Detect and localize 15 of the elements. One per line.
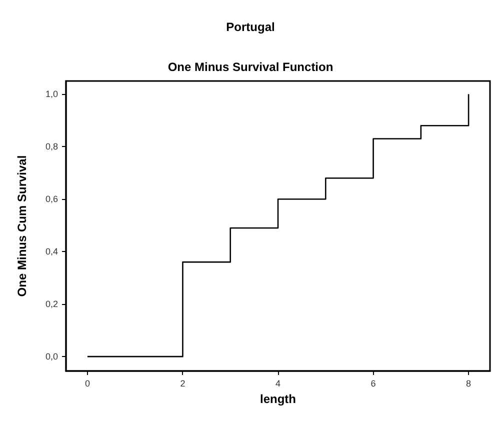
y-tick-label: 0,2	[45, 299, 58, 310]
y-tick-label: 1,0	[45, 89, 58, 100]
x-tick-label: 6	[370, 378, 376, 388]
chart-subtitle: One Minus Survival Function	[168, 60, 334, 74]
y-tick-label: 0,0	[45, 352, 58, 362]
y-tick-label: 0,4	[45, 246, 58, 257]
y-axis-title: One Minus Cum Survival	[15, 155, 29, 297]
x-tick-label: 8	[466, 378, 472, 388]
chart-title: Portugal	[226, 20, 275, 34]
x-tick-label: 0	[84, 378, 90, 388]
y-tick-label: 0,8	[45, 142, 58, 152]
x-axis-title: length	[260, 392, 296, 406]
x-tick-label: 2	[180, 378, 186, 388]
y-tick-label: 0,6	[45, 194, 58, 204]
x-tick-label: 4	[275, 378, 281, 388]
